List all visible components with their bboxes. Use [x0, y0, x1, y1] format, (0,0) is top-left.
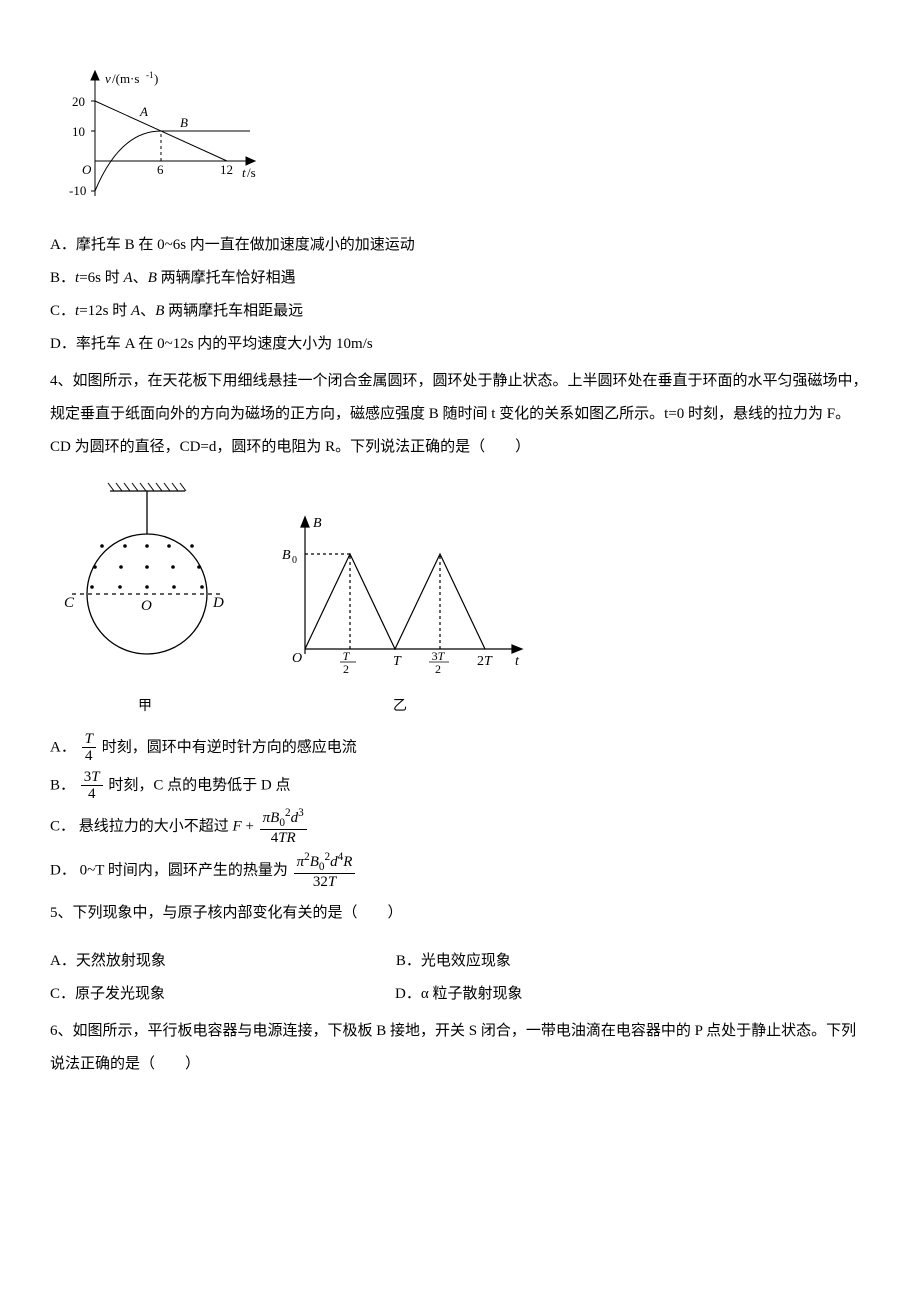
svg-text:B: B [180, 115, 188, 130]
q5-option-D: D．α 粒子散射现象 [395, 978, 522, 1011]
svg-text:O: O [141, 598, 152, 614]
q4-option-D: D． 0~T 时间内，圆环产生的热量为 π2B02d4R 32T [50, 849, 870, 893]
q3-option-A: A．摩托车 B 在 0~6s 内一直在做加速度减小的加速运动 [50, 229, 870, 262]
frac-num: T [82, 731, 96, 749]
q4-stem-text: 4、如图所示，在天花板下用细线悬挂一个闭合金属圆环，圆环处于静止状态。上半圆环处… [50, 373, 868, 455]
svg-text:-10: -10 [69, 183, 86, 198]
svg-text:O: O [82, 162, 92, 177]
svg-text:6: 6 [157, 162, 164, 177]
q5-stem-text: 5、下列现象中，与原子核内部变化有关的是（ ） [50, 905, 403, 921]
ring-diagram-svg: C O D [50, 479, 240, 679]
frac-den: 4 [81, 786, 103, 803]
q3-option-C: C．t=12s 时 A、B 两辆摩托车相距最远 [50, 295, 870, 328]
frac-T-over-4: T 4 [82, 731, 96, 765]
q6-stem-text: 6、如图所示，平行板电容器与电源连接，下极板 B 接地，开关 S 闭合，一带电油… [50, 1023, 856, 1072]
q3-option-D: D．率托车 A 在 0~12s 内的平均速度大小为 10m/s [50, 328, 870, 361]
svg-text:2T: 2T [477, 654, 493, 669]
q4-option-B: B． 3T 4 时刻，C 点的电势低于 D 点 [50, 767, 870, 805]
svg-text:20: 20 [72, 94, 85, 109]
svg-text:-1: -1 [146, 70, 154, 80]
svg-text:3T: 3T [432, 649, 446, 663]
svg-text:T: T [343, 649, 351, 663]
frac-C: πB02d3 4TR [260, 807, 307, 847]
q4-B-text: 时刻，C 点的电势低于 D 点 [108, 777, 290, 793]
svg-text:A: A [139, 104, 148, 119]
q4-option-A: A． T 4 时刻，圆环中有逆时针方向的感应电流 [50, 729, 870, 767]
q6-stem: 6、如图所示，平行板电容器与电源连接，下极板 B 接地，开关 S 闭合，一带电油… [50, 1015, 870, 1081]
svg-text:t: t [515, 654, 520, 669]
svg-text:/(m·s: /(m·s [112, 71, 139, 86]
q3-D-text: 率托车 A 在 0~12s 内的平均速度大小为 10m/s [76, 336, 373, 352]
svg-text:t: t [242, 165, 246, 180]
q4-stem: 4、如图所示，在天花板下用细线悬挂一个闭合金属圆环，圆环处于静止状态。上半圆环处… [50, 365, 870, 464]
svg-text:2: 2 [343, 662, 349, 676]
svg-text:10: 10 [72, 124, 85, 139]
bt-graph-svg: B B0 O t T 2 T 3T 2 2T [270, 509, 530, 679]
q3-option-B: B．t=6s 时 A、B 两辆摩托车恰好相遇 [50, 262, 870, 295]
q5-C-text: 原子发光现象 [75, 986, 165, 1002]
q4-fig-right: B B0 O t T 2 T 3T 2 2T 乙 [270, 509, 530, 723]
q5-option-B: B．光电效应现象 [396, 945, 511, 978]
svg-text:0: 0 [292, 555, 297, 566]
q4-option-C: C． 悬线拉力的大小不超过 F + πB02d3 4TR [50, 805, 870, 849]
q5-A-text: 天然放射现象 [76, 953, 166, 969]
q4-figures: C O D 甲 B B0 [50, 479, 870, 723]
q3-graph: v /(m·s -1 ) 20 10 O -10 6 12 t /s A B [50, 66, 870, 219]
svg-text:): ) [154, 71, 158, 86]
svg-text:O: O [292, 651, 302, 666]
q4-fig-right-caption: 乙 [270, 692, 530, 723]
svg-text:/s: /s [247, 165, 256, 180]
q4-fig-left: C O D 甲 [50, 479, 240, 723]
q5-stem: 5、下列现象中，与原子核内部变化有关的是（ ） [50, 897, 870, 930]
frac-D: π2B02d4R 32T [294, 851, 356, 891]
q4-D-pre: 0~T 时间内，圆环产生的热量为 [80, 862, 288, 878]
q5-D-text: α 粒子散射现象 [421, 986, 523, 1002]
q5-option-C: C．原子发光现象 [50, 978, 165, 1011]
svg-text:12: 12 [220, 162, 233, 177]
svg-text:C: C [64, 595, 75, 611]
svg-text:v: v [105, 71, 111, 86]
frac-den: 4 [82, 748, 96, 765]
frac-3T-over-4: 3T 4 [81, 769, 103, 803]
vt-graph-svg: v /(m·s -1 ) 20 10 O -10 6 12 t /s A B [50, 66, 260, 206]
svg-text:T: T [393, 654, 402, 669]
svg-text:B: B [282, 548, 291, 563]
q4-C-pre: 悬线拉力的大小不超过 [79, 818, 229, 834]
q4-fig-left-caption: 甲 [50, 692, 240, 723]
svg-text:B: B [313, 516, 322, 531]
svg-text:D: D [212, 595, 224, 611]
q4-A-text: 时刻，圆环中有逆时针方向的感应电流 [102, 739, 357, 755]
q3-A-text: 摩托车 B 在 0~6s 内一直在做加速度减小的加速运动 [76, 237, 415, 253]
q5-B-text: 光电效应现象 [421, 953, 511, 969]
q5-option-A: A．天然放射现象 [50, 945, 166, 978]
svg-text:2: 2 [435, 662, 441, 676]
